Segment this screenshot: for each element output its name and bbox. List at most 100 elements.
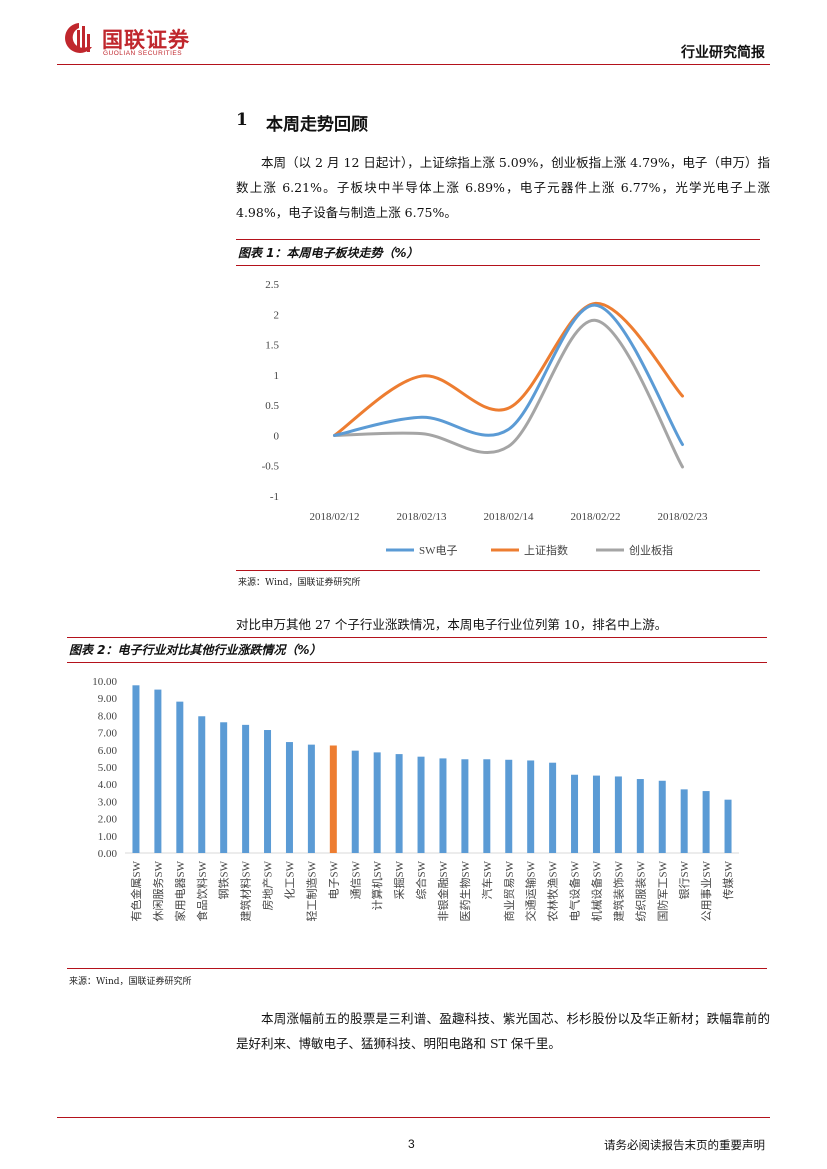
y-tick-label: 4.00: [98, 779, 118, 791]
report-type: 行业研究简报: [681, 45, 765, 61]
logo-chinese-name: 国联证券: [102, 28, 190, 52]
x-category-label: 休闲服务SW: [151, 860, 165, 921]
x-category-label: 钢铁SW: [218, 860, 231, 899]
x-tick-label: 2018/02/12: [309, 511, 359, 523]
bar: [549, 762, 557, 853]
x-category-label: 计算机SW: [370, 860, 384, 910]
bar: [461, 759, 469, 853]
figure1-title-rule: [236, 265, 760, 266]
header-rule: [57, 64, 770, 66]
bar: [242, 724, 250, 853]
figure1-source: 来源：Wind，国联证券研究所: [238, 578, 361, 588]
x-category-label: 传媒SW: [722, 860, 735, 899]
x-category-label: 综合SW: [414, 860, 428, 899]
x-tick-label: 2018/02/13: [396, 511, 447, 523]
bar: [658, 780, 666, 853]
y-tick-label: 1: [274, 370, 280, 382]
y-tick-label: 2: [274, 309, 280, 321]
x-category-label: 房地产SW: [261, 860, 275, 910]
bar: [680, 789, 688, 853]
bar: [571, 774, 579, 853]
page-number: 3: [408, 1137, 415, 1151]
y-tick-label: 10.00: [92, 676, 117, 688]
y-tick-label: 1.00: [98, 831, 118, 843]
y-tick-label: 9.00: [98, 693, 118, 705]
legend-label: 上证指数: [524, 543, 568, 557]
series-line: [333, 303, 684, 447]
bar: [395, 754, 403, 853]
figure2-title: 图表 2：电子行业对比其他行业涨跌情况（%）: [69, 643, 322, 657]
figure1-bottom-rule: [236, 570, 760, 571]
footer-rule: [57, 1117, 770, 1119]
x-category-label: 机械设备SW: [589, 860, 603, 921]
series-line: [333, 301, 684, 437]
figure1-top-rule: [236, 239, 760, 240]
x-category-label: 电子SW: [327, 860, 340, 899]
y-tick-label: 1.5: [265, 340, 279, 352]
x-category-label: 电气设备SW: [568, 860, 582, 921]
x-tick-label: 2018/02/14: [483, 511, 534, 523]
legend-label: SW电子: [419, 544, 458, 557]
bar: [264, 730, 272, 853]
y-tick-label: 6.00: [98, 745, 118, 757]
x-category-label: 农林牧渔SW: [546, 860, 560, 921]
x-category-label: 建筑装饰SW: [611, 860, 625, 921]
series-line: [333, 318, 684, 469]
bar: [483, 759, 491, 853]
figure2-top-rule: [67, 637, 767, 638]
bar-chart: 10.00 9.00 8.00 7.00 6.00 5.00 4.00 3.00 2.00 1.0…: [92, 676, 739, 922]
bar: [176, 701, 184, 853]
bar: [285, 742, 293, 853]
bar: [724, 799, 732, 853]
x-category-label: 非银金融SW: [436, 860, 450, 921]
bar: [154, 689, 162, 853]
x-category-label: 轻工制造SW: [304, 860, 318, 921]
footer-disclaimer: 请务必阅读报告末页的重要声明: [604, 1138, 765, 1152]
paragraph-ranking: 对比申万其他 27 个子行业涨跌情况，本周电子行业位列第 10，排名中上游。: [236, 617, 668, 632]
x-category-label: 家用电器SW: [173, 860, 187, 921]
y-tick-label: 3.00: [98, 796, 118, 808]
bar: [351, 750, 359, 853]
x-tick-label: 2018/02/23: [657, 511, 708, 523]
y-tick-label: 7.00: [98, 728, 118, 740]
bar: [614, 776, 622, 853]
company-logo: 国联证券 GUOLIAN SECURITIES: [62, 20, 222, 60]
bar: [439, 758, 447, 853]
paragraph-summary: 本周（以 2 月 12 日起计），上证综指上涨 5.09%，创业板指上涨 4.7…: [236, 155, 770, 220]
y-tick-label: 2.00: [98, 814, 118, 826]
bar: [132, 685, 140, 853]
x-category-label: 商业贸易SW: [502, 860, 516, 921]
figure1-title: 图表 1：本周电子板块走势（%）: [238, 246, 419, 260]
x-category-label: 有色金属SW: [129, 860, 143, 921]
line-chart: 2.5 2 1.5 1 0.5 0 -0.5 -1 2018/02/12 2018/02/13 20…: [262, 279, 708, 557]
bar: [307, 744, 315, 853]
figure2-source: 来源：Wind，国联证券研究所: [69, 977, 192, 987]
bar: [417, 756, 425, 853]
legend-label: 创业板指: [629, 543, 673, 557]
x-category-label: 汽车SW: [480, 860, 494, 899]
y-tick-label: 2.5: [265, 279, 279, 291]
bar: [702, 791, 710, 853]
x-category-label: 纺织服装SW: [633, 860, 647, 921]
y-tick-label: 0.00: [98, 848, 118, 860]
bar: [636, 779, 644, 853]
bar: [198, 716, 206, 853]
x-category-label: 医药生物SW: [458, 860, 472, 921]
y-tick-label: 0: [274, 430, 280, 442]
x-category-label: 通信SW: [349, 860, 362, 899]
bar: [329, 745, 337, 853]
bar: [505, 759, 513, 853]
x-category-label: 公用事业SW: [700, 860, 713, 921]
logo-english-name: GUOLIAN SECURITIES: [103, 50, 183, 57]
x-category-label: 化工SW: [282, 860, 296, 899]
paragraph-top-stocks: 本周涨幅前五的股票是三利谱、盈趣科技、紫光国芯、杉杉股份以及华正新材；跌幅靠前的…: [236, 1011, 770, 1051]
y-tick-label: -0.5: [262, 461, 280, 473]
x-category-label: 建筑材料SW: [239, 860, 253, 921]
x-category-label: 国防军工SW: [655, 860, 669, 921]
y-tick-label: 0.5: [265, 400, 279, 412]
x-category-label: 采掘SW: [392, 860, 406, 899]
y-tick-label: 5.00: [98, 762, 118, 774]
logo-emblem-icon: [65, 23, 92, 53]
bar: [592, 775, 600, 853]
section-title: 本周走势回顾: [266, 115, 368, 135]
